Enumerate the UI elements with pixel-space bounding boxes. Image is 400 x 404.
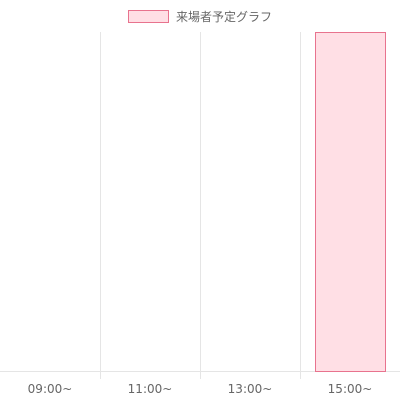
legend-label: 来場者予定グラフ <box>176 9 272 24</box>
x-tick-label: 09:00~ <box>28 382 73 396</box>
x-axis: 09:00~ 11:00~ 13:00~ 15:00~ <box>28 382 373 396</box>
x-tick-label: 13:00~ <box>228 382 273 396</box>
bars <box>315 32 386 372</box>
x-tick-label: 11:00~ <box>128 382 173 396</box>
bar-1500 <box>315 32 386 372</box>
x-tick-label: 15:00~ <box>328 382 373 396</box>
legend: 来場者予定グラフ <box>128 9 272 24</box>
legend-swatch <box>128 10 169 23</box>
